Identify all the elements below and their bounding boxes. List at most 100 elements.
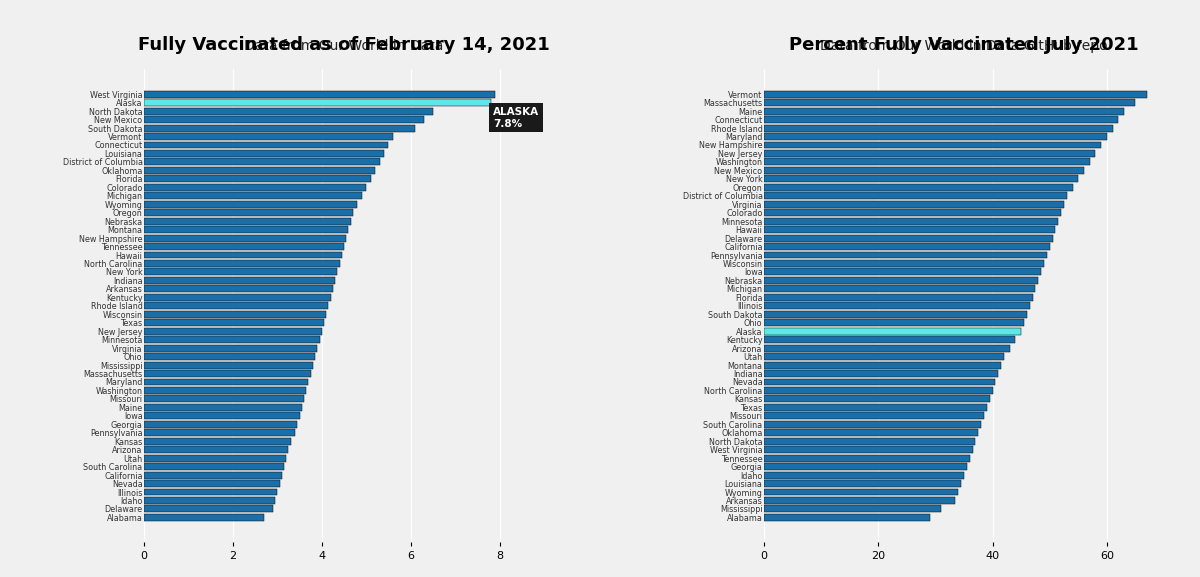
Bar [144,252,342,258]
Bar [764,218,1058,224]
Bar [764,260,1044,267]
Bar [764,201,1064,208]
Bar [144,463,284,470]
Bar [144,294,331,301]
Bar [764,344,1009,351]
Bar [144,489,277,496]
Bar [144,438,290,445]
Bar [144,514,264,521]
Bar [144,344,317,351]
Bar [764,463,967,470]
Bar [764,302,1030,309]
Bar [764,404,986,411]
Bar [144,175,371,182]
Bar [764,133,1106,140]
Bar [144,235,347,242]
Bar [764,370,998,377]
Bar [144,218,350,224]
Bar [764,336,1015,343]
Bar [764,116,1118,123]
Bar [144,150,384,157]
Bar [144,159,379,166]
Bar [764,286,1036,293]
Bar [144,167,376,174]
Bar [764,387,992,394]
Bar [764,235,1052,242]
Bar [764,167,1084,174]
Bar [144,370,311,377]
Bar [764,294,1032,301]
Bar [144,311,326,318]
Bar [764,141,1102,148]
Bar [144,387,306,394]
Bar [144,379,308,385]
Bar [764,328,1021,335]
Bar [764,446,972,453]
Bar [144,201,358,208]
Bar [764,311,1027,318]
Bar [144,429,295,436]
Bar [144,302,329,309]
Bar [144,421,298,428]
Bar [764,108,1124,115]
Bar [144,319,324,326]
Bar [144,286,332,293]
Bar [764,471,964,478]
Bar [764,505,941,512]
Bar [764,480,961,487]
Bar [764,455,970,462]
Bar [144,133,392,140]
Bar [764,125,1112,132]
Bar [144,471,282,478]
Bar [144,353,316,360]
Bar [764,268,1042,275]
Bar [764,159,1090,166]
Bar [764,421,982,428]
Bar [764,252,1046,258]
Text: Data from Our World in Data GitHub repo: Data from Our World in Data GitHub repo [820,39,1108,53]
Bar [764,395,990,402]
Bar [144,268,337,275]
Bar [764,175,1079,182]
Bar [144,328,322,335]
Bar [764,150,1096,157]
Bar [144,336,319,343]
Bar [144,362,313,369]
Bar [764,243,1050,250]
Bar [764,192,1067,199]
Bar [144,108,433,115]
Bar [764,99,1135,106]
Bar [144,91,496,98]
Bar [144,260,340,267]
Bar [144,116,424,123]
Bar [144,184,366,191]
Bar [144,505,272,512]
Text: ALASKA
7.8%: ALASKA 7.8% [493,107,539,129]
Bar [764,497,955,504]
Bar [144,455,287,462]
Bar [144,99,491,106]
Bar [764,514,930,521]
Bar [144,277,335,284]
Bar [144,497,275,504]
Bar [764,379,996,385]
Bar [764,91,1147,98]
Bar [144,446,288,453]
Bar [764,489,959,496]
Bar [144,192,361,199]
Bar [764,353,1004,360]
Bar [764,362,1001,369]
Bar [764,277,1038,284]
Bar [144,209,353,216]
Title: Percent Fully Vaccinated July 2021: Percent Fully Vaccinated July 2021 [790,36,1139,54]
Bar [144,243,344,250]
Bar [144,395,304,402]
Bar [764,429,978,436]
Bar [764,184,1073,191]
Bar [764,438,976,445]
Bar [144,125,415,132]
Bar [144,404,301,411]
Text: Data from Our World in Data: Data from Our World in Data [245,39,444,53]
Bar [764,319,1024,326]
Bar [764,413,984,419]
